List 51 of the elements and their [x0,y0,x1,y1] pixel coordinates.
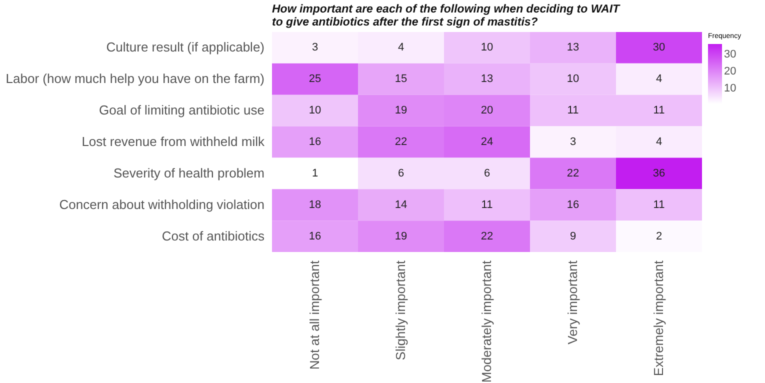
y-tick-label: Concern about withholding violation [59,196,264,212]
x-tick-label: Extremely important [651,260,666,376]
data-label: 4 [656,73,662,86]
data-label: 19 [394,104,408,117]
color-bar-label: 20 [724,65,736,78]
data-label: 4 [656,136,662,148]
data-label: 6 [398,167,404,180]
x-tick-label: Moderately important [479,260,494,383]
y-tick-label: Cost of antibiotics [162,228,265,244]
y-tick-label: Lost revenue from withheld milk [82,134,265,149]
x-tick-label: Not at all important [307,260,322,370]
data-label: 30 [652,42,666,54]
data-label: 2 [656,230,662,242]
data-label: 13 [480,73,494,86]
data-label: 6 [484,167,490,180]
color-bar-label: 10 [724,82,736,95]
data-label: 11 [567,104,579,117]
data-label: 13 [566,42,580,54]
data-label: 10 [480,42,494,54]
data-label: 15 [394,73,408,86]
data-label: 9 [570,230,576,242]
y-tick-label: Culture result (if applicable) [106,40,264,55]
data-label: 24 [480,136,494,148]
data-label: 36 [652,167,666,180]
data-label: 3 [570,136,576,148]
x-tick-label: Very important [565,260,580,344]
data-label: 3 [312,42,318,54]
y-tick-label: Goal of limiting antibiotic use [99,102,264,118]
data-label: 25 [308,73,322,86]
data-label: 10 [308,104,322,117]
data-label: 4 [398,42,404,54]
data-label: 11 [653,104,665,117]
data-label: 1 [312,167,318,180]
data-label: 16 [308,230,322,242]
x-tick-label: Slightly important [393,260,408,360]
data-label: 22 [566,167,580,180]
data-label: 11 [653,198,665,211]
data-label: 11 [481,198,493,211]
data-label: 16 [566,198,580,211]
data-label: 18 [308,198,322,211]
data-label: 19 [394,230,408,242]
data-label: 14 [394,198,408,211]
data-label: 16 [308,136,322,148]
y-tick-label: Labor (how much help you have on the farm) [6,71,264,86]
data-label: 10 [566,73,580,86]
y-tick-label: Severity of health problem [113,165,264,180]
color-bar-label: 30 [724,48,736,60]
chart-title: How important are each of the following when deciding to WAIT to give antibiotics after the first sign of mastitis? [272,4,621,28]
data-label: 22 [394,136,408,148]
data-label: 22 [480,230,494,242]
data-label: 20 [480,104,494,117]
